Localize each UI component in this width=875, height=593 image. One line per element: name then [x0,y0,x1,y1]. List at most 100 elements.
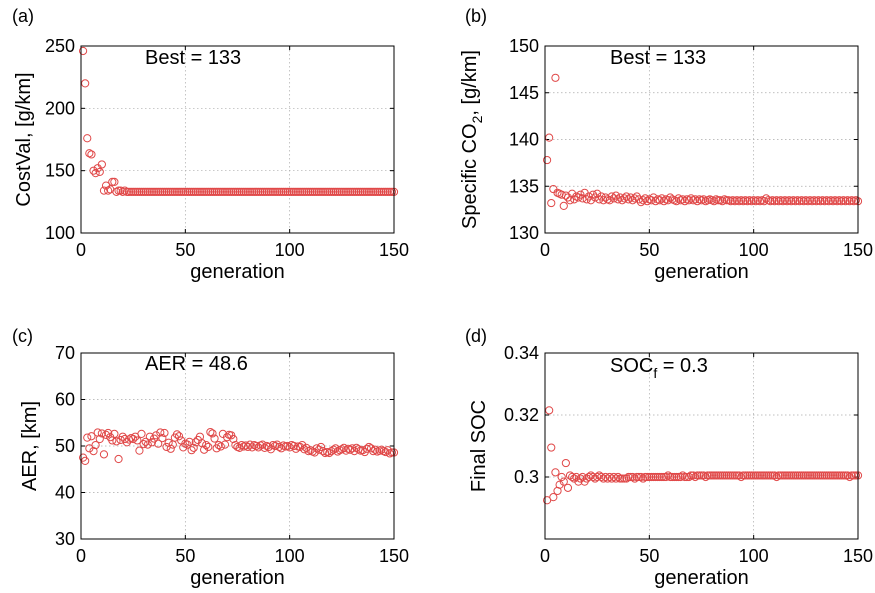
plot-area [545,353,858,539]
data-point [551,468,560,477]
data-point [764,471,773,480]
data-point [657,194,666,203]
data-point [154,439,163,448]
y-tick-label: 60 [55,390,75,410]
data-point [101,430,111,439]
data-point [95,167,104,177]
data-point [689,471,698,480]
data-point [732,471,742,480]
data-point [549,493,558,502]
data-point [747,471,756,480]
data-point [766,471,775,480]
data-point [95,434,104,444]
data-point [728,471,737,480]
data-point [220,440,230,449]
x-tick-label: 100 [275,546,305,566]
data-point [233,187,242,196]
data-point [248,443,257,452]
data-point [547,198,556,208]
data-point [329,445,338,454]
data-point [329,187,338,196]
data-point [312,187,321,196]
data-point [129,187,138,196]
data-point [545,406,554,415]
data-point [847,471,856,480]
data-point [245,187,255,196]
data-point [833,471,842,480]
data-point [822,471,831,480]
y-tick-label: 40 [55,483,75,503]
data-point [254,187,263,196]
data-point [628,472,637,482]
data-point [686,471,696,480]
data-point [659,472,669,482]
panel-b: 0 50 100 150 130 135 140 145 150 (b) generation Spe… [459,6,873,283]
data-point [183,440,192,449]
data-point [241,187,250,196]
data-point [189,187,198,196]
data-point [597,472,606,482]
x-axis-label: generation [654,567,749,589]
data-point [559,477,568,486]
x-tick-label: 150 [843,546,873,566]
data-point [668,472,677,482]
data-point [387,187,397,196]
y-axis-label: CostVal, [g/km] [13,72,35,206]
data-point [346,187,355,196]
data-point [672,197,681,206]
data-point [356,187,365,196]
data-point [291,187,301,196]
data-point [243,187,253,196]
data-point [778,471,787,480]
data-point [377,187,386,196]
data-point [776,471,785,480]
data-point [622,192,631,201]
data-point [237,440,246,450]
data-point [845,472,854,482]
data-point [264,187,273,196]
data-point [599,474,608,483]
data-point [118,187,127,196]
data-point [666,193,675,202]
data-point [283,441,292,451]
data-point [202,440,211,450]
x-tick-label: 150 [379,546,409,566]
y-tick-label: 0.34 [504,343,539,363]
data-point [202,187,211,196]
data-point [691,195,700,204]
data-point [314,445,323,454]
data-point [601,193,610,202]
data-point [655,472,664,482]
data-point [308,187,317,196]
data-point [141,437,150,446]
data-point [99,186,109,195]
data-point [830,471,840,480]
data-point [599,196,608,205]
y-tick-label: 70 [55,343,75,363]
data-point [712,471,721,480]
data-point [601,472,610,482]
data-point [760,471,769,480]
data-point [716,471,725,480]
data-point [214,440,223,450]
data-point [131,187,140,196]
data-point [824,471,833,480]
plot-area [81,46,394,233]
data-point [258,187,267,196]
x-tick-label: 50 [639,546,659,566]
data-point [346,445,355,454]
data-point [782,471,792,480]
data-point [749,471,758,480]
data-point [609,472,618,482]
x-tick-label: 150 [379,240,409,260]
data-point [364,187,374,196]
data-point [174,187,184,196]
data-point [200,445,209,454]
data-point [795,471,804,480]
data-point [227,187,236,196]
data-point [81,456,90,465]
data-point [647,196,656,205]
data-point [770,471,779,480]
data-point [289,187,298,196]
data-point [183,187,192,196]
